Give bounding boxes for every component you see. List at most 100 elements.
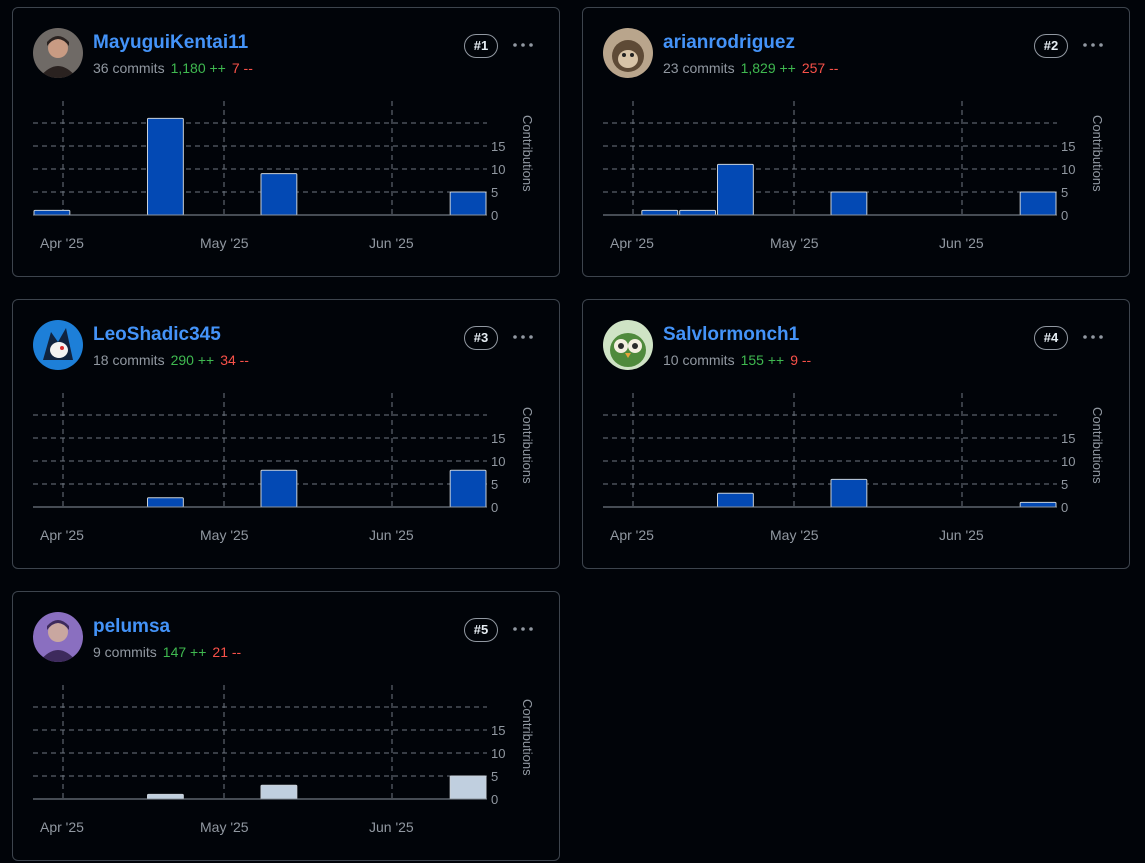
contribution-bar[interactable] — [260, 784, 298, 800]
contributor-card: pelumsa 9 commits 147 ++ 21 -- #5 0 5 10 15 Contr… — [12, 591, 560, 861]
rank-badge: #1 — [464, 34, 498, 58]
y-axis-label: Contributions — [1090, 407, 1105, 484]
x-tick-label: Jun '25 — [369, 235, 414, 251]
kebab-horizontal-icon[interactable] — [1080, 324, 1106, 350]
additions-count: 1,180 ++ — [170, 60, 226, 76]
commits-count[interactable]: 23 commits — [663, 60, 735, 76]
x-tick-label: Apr '25 — [40, 819, 84, 835]
contribution-bar[interactable] — [641, 209, 679, 216]
kebab-horizontal-icon[interactable] — [510, 616, 536, 642]
rank-badge: #5 — [464, 618, 498, 642]
contribution-stats: 23 commits 1,829 ++ 257 -- — [663, 60, 838, 76]
additions-count: 147 ++ — [162, 644, 207, 660]
contribution-bar[interactable] — [33, 209, 71, 216]
x-tick-label: Jun '25 — [939, 235, 984, 251]
x-tick-label: May '25 — [200, 819, 249, 835]
y-tick-label: 5 — [491, 477, 498, 492]
y-axis-label: Contributions — [1090, 115, 1105, 192]
contributions-chart: 0 5 10 15 Contributions Apr '25 May '25 Jun '25 — [33, 685, 535, 835]
contribution-stats: 10 commits 155 ++ 9 -- — [663, 352, 811, 368]
contribution-bar[interactable] — [449, 775, 487, 800]
contribution-bar[interactable] — [1019, 501, 1057, 508]
additions-count: 1,829 ++ — [740, 60, 796, 76]
avatar[interactable] — [33, 612, 83, 662]
deletions-count: 34 -- — [220, 352, 249, 368]
contributor-card: arianrodriguez 23 commits 1,829 ++ 257 -- #2… — [582, 7, 1130, 277]
y-tick-label: 15 — [491, 139, 505, 154]
username-link[interactable]: pelumsa — [93, 616, 171, 637]
y-tick-label: 10 — [491, 746, 505, 761]
username-link[interactable]: MayuguiKentai11 — [93, 32, 249, 53]
x-tick-label: May '25 — [200, 527, 249, 543]
contribution-bar[interactable] — [449, 191, 487, 216]
kebab-horizontal-icon[interactable] — [510, 324, 536, 350]
contributions-chart: 0 5 10 15 Contributions Apr '25 May '25 Jun '25 — [33, 101, 535, 251]
contributions-chart: 0 5 10 15 Contributions Apr '25 May '25 Jun '25 — [33, 393, 535, 543]
username-link[interactable]: arianrodriguez — [663, 32, 795, 53]
username-link[interactable]: Salvlormonch1 — [663, 324, 800, 345]
y-tick-label: 0 — [1061, 500, 1068, 515]
contribution-bar[interactable] — [1019, 191, 1057, 216]
y-axis-label: Contributions — [520, 699, 535, 776]
commits-count[interactable]: 36 commits — [93, 60, 165, 76]
deletions-count: 21 -- — [212, 644, 242, 660]
y-tick-label: 10 — [1061, 454, 1075, 469]
avatar[interactable] — [33, 28, 83, 78]
contribution-bar[interactable] — [449, 469, 487, 508]
avatar[interactable] — [33, 320, 83, 370]
contribution-bar[interactable] — [147, 497, 184, 508]
contribution-bar[interactable] — [679, 209, 716, 216]
commits-count[interactable]: 9 commits — [93, 644, 157, 660]
commits-count[interactable]: 18 commits — [93, 352, 165, 368]
contribution-bar[interactable] — [147, 117, 184, 216]
contribution-stats: 9 commits 147 ++ 21 -- — [93, 644, 241, 660]
x-tick-label: May '25 — [770, 235, 819, 251]
x-tick-label: Jun '25 — [369, 819, 414, 835]
y-tick-label: 5 — [1061, 477, 1068, 492]
contribution-bar[interactable] — [830, 478, 868, 508]
commits-count[interactable]: 10 commits — [663, 352, 735, 368]
username-link[interactable]: LeoShadic345 — [93, 324, 221, 345]
rank-badge: #2 — [1034, 34, 1068, 58]
x-tick-label: Apr '25 — [40, 235, 84, 251]
y-axis-label: Contributions — [520, 115, 535, 192]
contributor-card: Salvlormonch1 10 commits 155 ++ 9 -- #4 0 5 10 1… — [582, 299, 1130, 569]
x-tick-label: Jun '25 — [369, 527, 414, 543]
kebab-horizontal-icon[interactable] — [510, 32, 536, 58]
y-tick-label: 15 — [491, 723, 505, 738]
contributor-card: MayuguiKentai11 36 commits 1,180 ++ 7 -- #1 0… — [12, 7, 560, 277]
x-tick-label: Apr '25 — [40, 527, 84, 543]
y-axis-label: Contributions — [520, 407, 535, 484]
contribution-bar[interactable] — [717, 163, 754, 216]
avatar[interactable] — [603, 320, 653, 370]
deletions-count: 9 -- — [790, 352, 812, 368]
contribution-bar[interactable] — [260, 469, 298, 508]
kebab-horizontal-icon[interactable] — [1080, 32, 1106, 58]
y-tick-label: 5 — [491, 769, 498, 784]
y-tick-label: 5 — [491, 185, 498, 200]
additions-count: 155 ++ — [740, 352, 785, 368]
y-tick-label: 5 — [1061, 185, 1068, 200]
contribution-bar[interactable] — [830, 191, 868, 216]
y-tick-label: 15 — [1061, 431, 1075, 446]
y-tick-label: 10 — [491, 162, 505, 177]
contribution-bar[interactable] — [147, 793, 184, 800]
y-tick-label: 10 — [1061, 162, 1075, 177]
x-tick-label: Apr '25 — [610, 235, 654, 251]
avatar[interactable] — [603, 28, 653, 78]
contribution-bar[interactable] — [260, 173, 298, 216]
contribution-stats: 18 commits 290 ++ 34 -- — [93, 352, 249, 368]
x-tick-label: May '25 — [200, 235, 249, 251]
x-tick-label: May '25 — [770, 527, 819, 543]
deletions-count: 7 -- — [231, 60, 253, 76]
x-tick-label: Jun '25 — [939, 527, 984, 543]
y-tick-label: 0 — [491, 792, 498, 807]
contribution-bar[interactable] — [717, 492, 754, 508]
contributions-chart: 0 5 10 15 Contributions Apr '25 May '25 Jun '25 — [603, 101, 1105, 251]
y-tick-label: 15 — [491, 431, 505, 446]
rank-badge: #4 — [1034, 326, 1068, 350]
y-tick-label: 0 — [491, 500, 498, 515]
contribution-stats: 36 commits 1,180 ++ 7 -- — [93, 60, 253, 76]
y-tick-label: 10 — [491, 454, 505, 469]
x-tick-label: Apr '25 — [610, 527, 654, 543]
